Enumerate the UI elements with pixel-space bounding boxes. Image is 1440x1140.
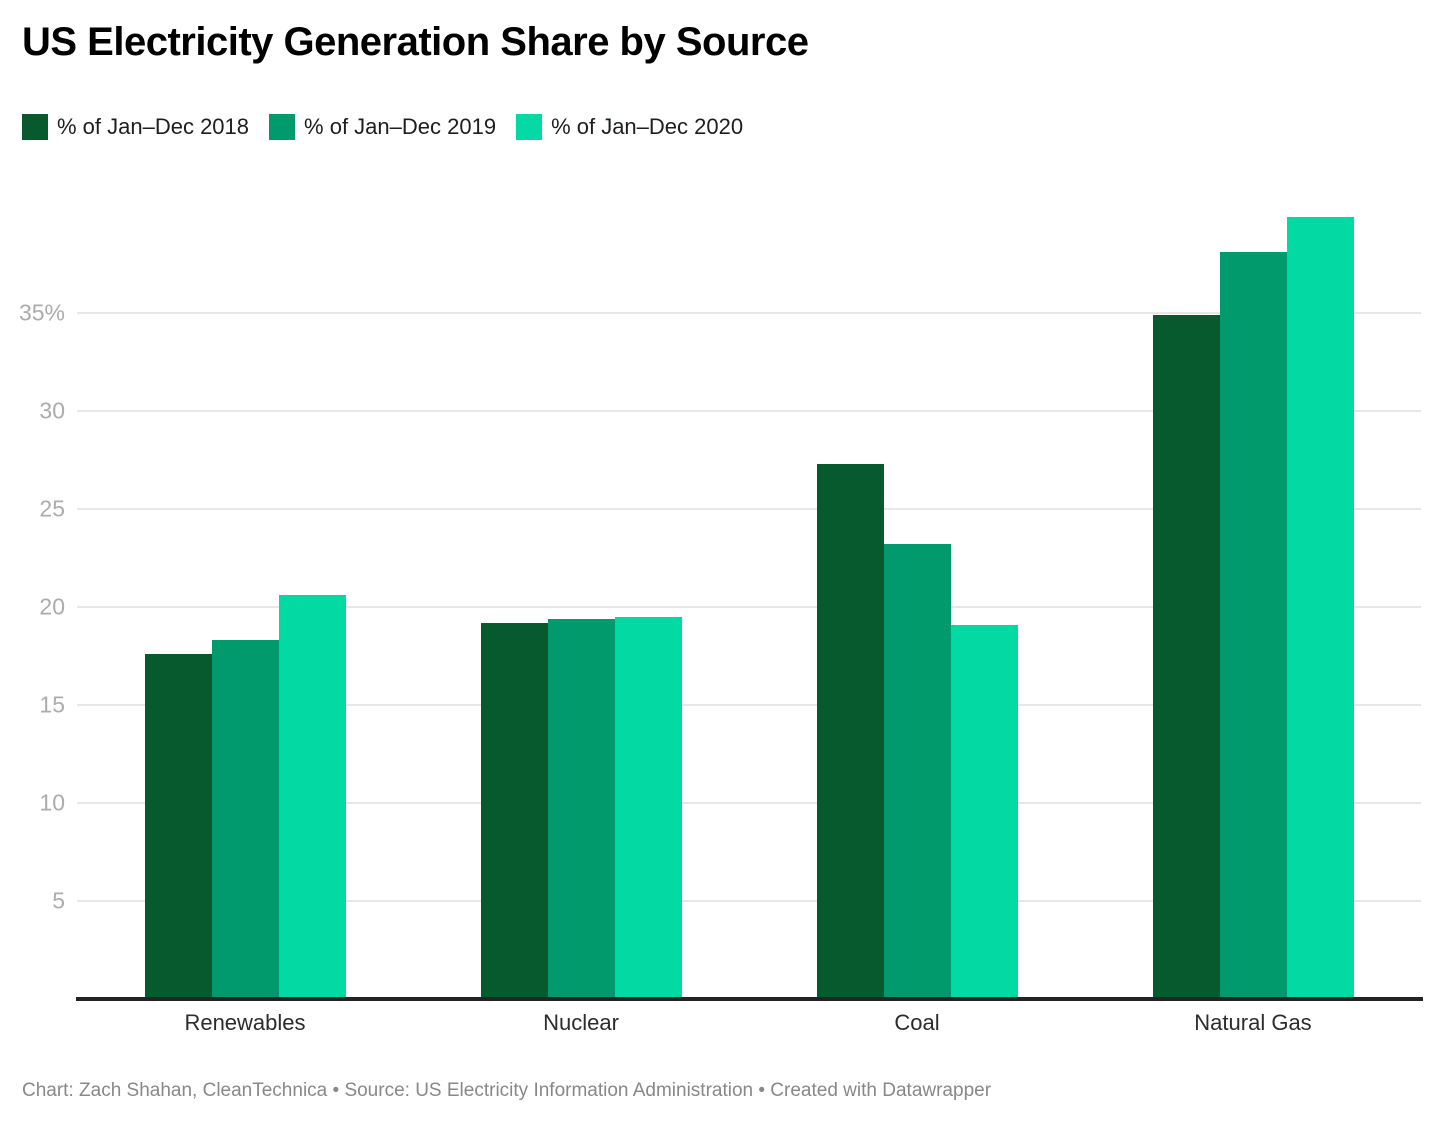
gridline-35	[77, 312, 1421, 314]
bar-nuclear-2018[interactable]	[480, 622, 548, 999]
y-tick-label: 25	[39, 495, 65, 522]
category-label-renewables: Renewables	[184, 1010, 306, 1035]
gridline-15	[77, 704, 1421, 706]
legend-swatch-2019-icon	[269, 114, 296, 140]
bar-nuclear-2020[interactable]	[614, 616, 682, 999]
bar-coal-2019[interactable]	[883, 544, 951, 999]
legend-item-2019: % of Jan–Dec 2019	[269, 114, 496, 140]
y-tick-label: 20	[39, 593, 65, 620]
bar-natural-gas-2020[interactable]	[1286, 216, 1354, 999]
bar-group-nuclear	[413, 195, 749, 999]
chart-footer: Chart: Zach Shahan, CleanTechnica • Sour…	[22, 1080, 992, 1101]
bar-natural-gas-2018[interactable]	[1152, 314, 1220, 999]
bar-coal-2020[interactable]	[950, 624, 1018, 999]
bar-renewables-2020[interactable]	[278, 595, 346, 999]
legend-label-2020: % of Jan–Dec 2020	[551, 114, 744, 139]
gridline-30	[77, 410, 1421, 412]
legend-label-2019: % of Jan–Dec 2019	[304, 114, 497, 139]
legend: % of Jan–Dec 2018 % of Jan–Dec 2019 % of…	[22, 114, 743, 140]
gridline-10	[77, 802, 1421, 804]
bar-groups	[77, 195, 1421, 999]
gridline-5	[77, 900, 1421, 902]
y-tick-label: 15	[39, 691, 65, 718]
legend-label-2018: % of Jan–Dec 2018	[57, 114, 250, 139]
legend-swatch-2018-icon	[22, 114, 48, 140]
bar-group-coal	[749, 195, 1085, 999]
y-tick-label: 30	[39, 397, 65, 424]
legend-item-2018: % of Jan–Dec 2018	[22, 114, 249, 140]
y-tick-label: 10	[39, 789, 65, 816]
bar-renewables-2019[interactable]	[211, 640, 279, 999]
legend-item-2020: % of Jan–Dec 2020	[516, 114, 743, 140]
y-tick-label: 5	[52, 887, 65, 914]
legend-swatch-2020-icon	[516, 114, 543, 140]
y-tick-label: 35%	[18, 299, 65, 326]
x-axis-line	[76, 997, 1423, 1001]
plot-area	[77, 195, 1421, 999]
bar-renewables-2018[interactable]	[144, 654, 212, 999]
category-label-nuclear: Nuclear	[543, 1010, 619, 1035]
bar-nuclear-2019[interactable]	[547, 618, 615, 999]
bar-group-renewables	[77, 195, 413, 999]
gridline-25	[77, 508, 1421, 510]
bar-natural-gas-2019[interactable]	[1219, 252, 1287, 999]
bar-group-natural-gas	[1085, 195, 1421, 999]
gridline-20	[77, 606, 1421, 608]
chart-title: US Electricity Generation Share by Sourc…	[22, 20, 809, 64]
category-label-natural-gas: Natural Gas	[1194, 1010, 1312, 1035]
category-label-coal: Coal	[894, 1010, 940, 1035]
bar-coal-2018[interactable]	[816, 463, 884, 999]
